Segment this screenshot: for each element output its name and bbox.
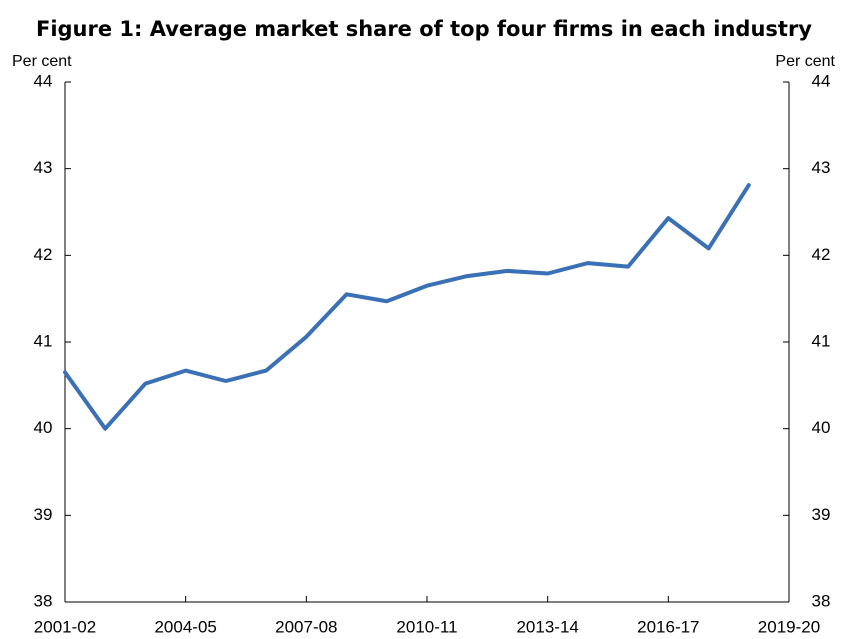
- y2-tick-label: 43: [812, 158, 831, 177]
- x-tick-label: 2016-17: [637, 617, 699, 636]
- y2-tick-label: 39: [812, 505, 831, 524]
- data-line: [63, 183, 751, 431]
- y2-tick-label: 40: [812, 418, 831, 437]
- x-tick-label: 2013-14: [516, 617, 578, 636]
- x-tick-label: 2004-05: [154, 617, 216, 636]
- y-tick-label: 40: [34, 418, 53, 437]
- y-tick-label: 44: [34, 71, 53, 90]
- y-tick-label: 41: [34, 331, 53, 350]
- x-tick-label: 2001-02: [34, 617, 96, 636]
- x-tick-label: 2019-20: [758, 617, 820, 636]
- y-tick-label: 39: [34, 505, 53, 524]
- chart-title: Figure 1: Average market share of top fo…: [36, 17, 812, 41]
- y-tick-label: 42: [34, 245, 53, 264]
- y-tick-label: 38: [34, 591, 53, 610]
- y2-tick-label: 41: [812, 331, 831, 350]
- y-axis-label: Per cent: [12, 53, 72, 70]
- y2-tick-label: 44: [812, 71, 831, 90]
- y2-tick-label: 42: [812, 245, 831, 264]
- y2-axis-label: Per cent: [775, 53, 835, 70]
- y-tick-label: 43: [34, 158, 53, 177]
- x-tick-label: 2007-08: [275, 617, 337, 636]
- y2-tick-label: 38: [812, 591, 831, 610]
- x-tick-label: 2010-11: [396, 617, 457, 636]
